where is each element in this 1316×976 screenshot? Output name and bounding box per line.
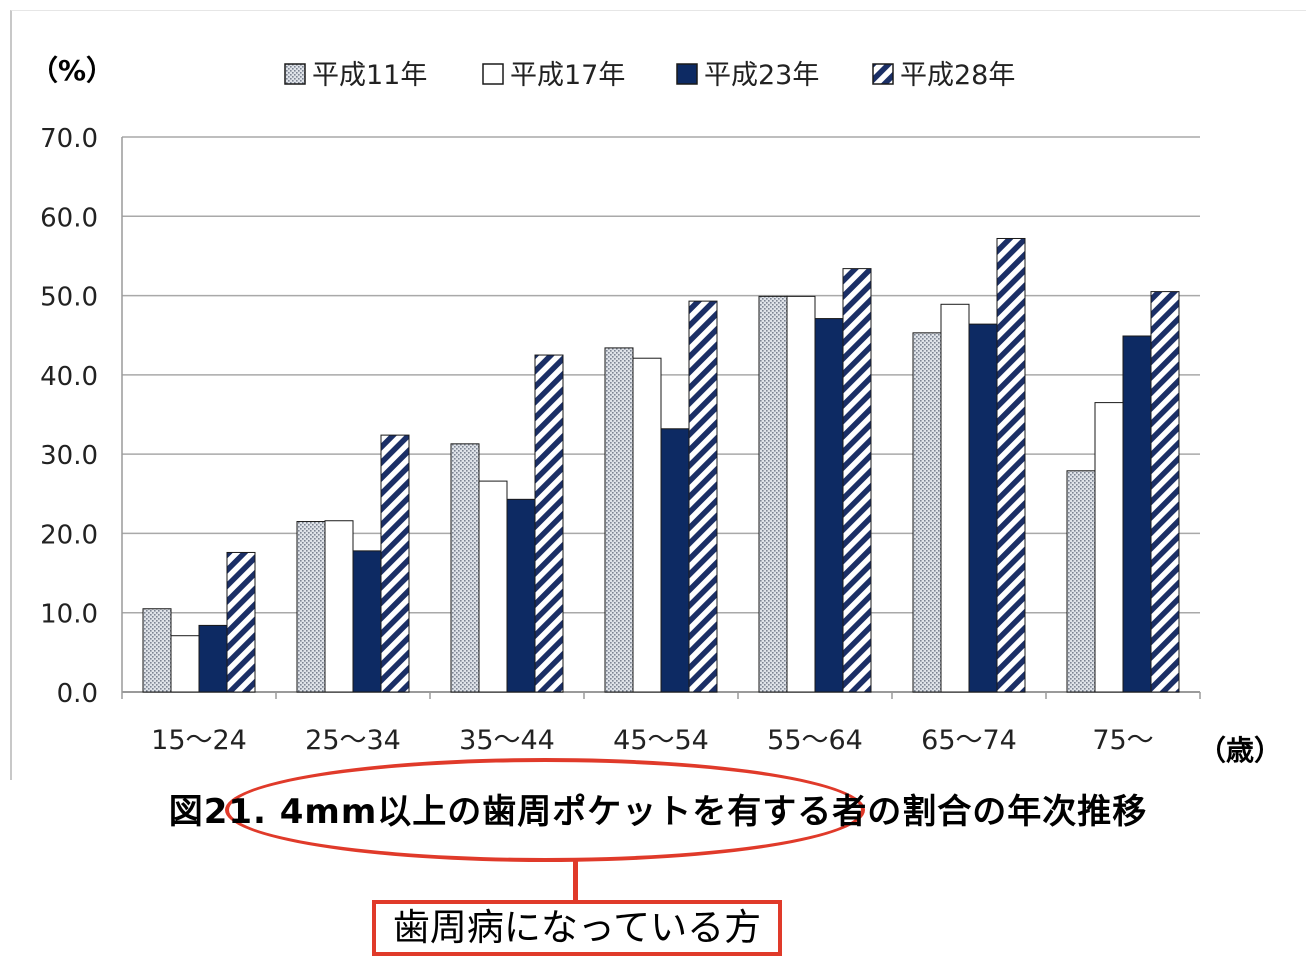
- x-tick-label: 65〜74: [921, 725, 1017, 756]
- callout-label: 歯周病になっている方: [372, 900, 782, 956]
- chart-frame: [10, 10, 1306, 780]
- y-tick-label: 0.0: [57, 679, 98, 709]
- y-tick-label: 40.0: [40, 362, 98, 392]
- x-tick-label: 75〜: [1092, 725, 1153, 756]
- bar: [1122, 335, 1152, 693]
- x-tick-label: 35〜44: [459, 725, 555, 756]
- bar: [940, 303, 970, 693]
- bar: [660, 428, 690, 693]
- bar: [506, 498, 536, 693]
- caption-highlight-ellipse: [225, 758, 865, 862]
- y-tick-label: 70.0: [40, 124, 98, 154]
- y-tick-label: 20.0: [40, 520, 98, 550]
- y-tick-label: 50.0: [40, 283, 98, 313]
- bar: [324, 520, 354, 693]
- y-tick-label: 30.0: [40, 441, 98, 471]
- bar: [352, 550, 382, 693]
- bar: [912, 332, 942, 693]
- bar: [688, 300, 718, 693]
- bar: [758, 295, 788, 693]
- bar: [534, 354, 564, 693]
- bar: [1150, 291, 1180, 693]
- bars: [142, 237, 1180, 693]
- bar: [632, 357, 662, 693]
- y-tick-label: 60.0: [40, 203, 98, 233]
- legend-label: 平成11年: [312, 60, 427, 91]
- bar: [478, 480, 508, 693]
- chart-caption: 図21. 4mm以上の歯周ポケットを有する者の割合の年次推移: [168, 792, 1148, 832]
- legend-swatch: [284, 63, 306, 85]
- legend-swatch: [676, 63, 698, 85]
- legend-swatch: [482, 63, 504, 85]
- x-tick-label: 15〜24: [151, 725, 247, 756]
- legend-label: 平成23年: [704, 60, 819, 91]
- bar: [786, 295, 816, 693]
- legend-label: 平成17年: [510, 60, 625, 91]
- bar: [296, 521, 326, 693]
- legend: 平成11年 平成17年 平成23年 平成28年: [284, 60, 1015, 91]
- x-axis-unit: （歳）: [1198, 734, 1282, 767]
- bar: [842, 268, 872, 693]
- x-axis-ticks: 15〜24 25〜34 35〜44 45〜54 55〜64 65〜74 75〜: [121, 692, 1201, 756]
- bar: [1066, 470, 1096, 693]
- x-tick-label: 55〜64: [767, 725, 863, 756]
- bar: [1094, 402, 1124, 693]
- bar: [380, 434, 410, 693]
- bar: [996, 237, 1026, 693]
- bar: [450, 443, 480, 693]
- legend-label: 平成28年: [900, 60, 1015, 91]
- legend-swatch: [872, 63, 894, 85]
- bar: [142, 608, 172, 693]
- bar: [814, 318, 844, 693]
- bar: [226, 551, 256, 693]
- bar-chart: 0.0 10.0 20.0 30.0 40.0 50.0 60.0 70.0 15〜24 25〜…: [30, 54, 1282, 767]
- y-tick-label: 10.0: [40, 600, 98, 630]
- bar: [198, 624, 228, 693]
- callout-connector: [573, 858, 578, 900]
- bar: [170, 635, 200, 693]
- x-tick-label: 45〜54: [613, 725, 709, 756]
- y-axis-unit: （%）: [30, 54, 114, 87]
- bar: [968, 323, 998, 693]
- bar: [604, 347, 634, 693]
- x-tick-label: 25〜34: [305, 725, 401, 756]
- y-axis-ticks: 0.0 10.0 20.0 30.0 40.0 50.0 60.0 70.0: [40, 124, 98, 709]
